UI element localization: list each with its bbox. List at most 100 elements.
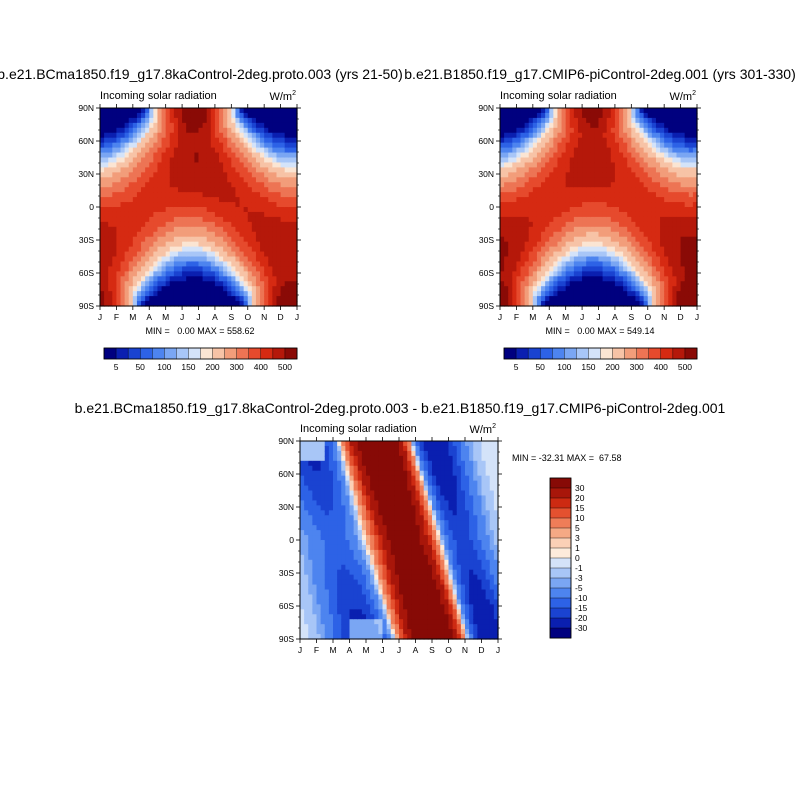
contour-cell xyxy=(582,182,587,188)
contour-cell xyxy=(312,554,318,561)
contour-cell xyxy=(639,177,645,183)
contour-cell xyxy=(202,266,208,272)
contour-cell xyxy=(590,226,595,233)
contour-cell xyxy=(235,301,241,307)
contour-cell xyxy=(582,172,587,178)
contour-cell xyxy=(569,231,575,238)
contour-cell xyxy=(324,520,330,526)
contour-cell xyxy=(202,127,208,134)
contour-cell xyxy=(112,177,118,183)
contour-cell xyxy=(219,216,224,223)
contour-cell xyxy=(308,500,313,506)
contour-cell xyxy=(284,147,290,154)
contour-cell xyxy=(316,634,322,640)
contour-cell xyxy=(104,177,109,183)
contour-cell xyxy=(264,117,269,124)
contour-cell xyxy=(210,271,216,277)
contour-cell xyxy=(549,127,554,134)
contour-cell xyxy=(692,157,698,164)
contour-cell xyxy=(264,221,269,228)
contour-cell xyxy=(536,162,542,168)
contour-cell xyxy=(508,127,513,134)
contour-cell xyxy=(565,286,571,292)
contour-cell xyxy=(569,251,575,258)
contour-cell xyxy=(341,441,346,447)
contour-cell xyxy=(553,236,559,243)
contour-cell xyxy=(108,301,113,307)
contour-cell xyxy=(594,211,600,218)
contour-cell xyxy=(243,157,249,164)
contour-cell xyxy=(173,187,179,193)
contour-cell xyxy=(284,276,290,282)
x-tick-label: J xyxy=(695,312,699,322)
contour-cell xyxy=(545,197,550,203)
contour-cell xyxy=(255,197,261,203)
contour-cell xyxy=(292,162,298,168)
contour-cell xyxy=(157,122,163,129)
contour-cell xyxy=(520,226,526,233)
contour-cell xyxy=(247,108,253,114)
contour-cell xyxy=(173,261,179,267)
contour-cell xyxy=(532,157,538,164)
contour-cell xyxy=(635,236,641,243)
contour-cell xyxy=(116,256,122,263)
contour-cell xyxy=(655,266,661,272)
contour-cell xyxy=(374,475,379,482)
panel-8ka-title: b.e21.BCma1850.f19_g17.8kaControl-2deg.p… xyxy=(0,66,403,82)
contour-cell xyxy=(643,187,649,193)
contour-cell xyxy=(328,574,334,581)
contour-cell xyxy=(688,202,694,208)
contour-cell xyxy=(614,226,620,233)
contour-cell xyxy=(243,281,249,287)
contour-cell xyxy=(165,162,171,168)
contour-cell xyxy=(590,251,595,258)
contour-cell xyxy=(655,231,661,238)
contour-cell xyxy=(378,579,384,586)
contour-cell xyxy=(668,192,673,198)
contour-cell xyxy=(606,296,612,302)
contour-cell xyxy=(206,216,212,223)
contour-cell xyxy=(688,122,694,129)
contour-cell xyxy=(610,112,616,119)
contour-cell xyxy=(664,296,669,302)
contour-cell xyxy=(280,197,286,203)
contour-cell xyxy=(108,187,113,193)
contour-cell xyxy=(186,256,191,263)
contour-cell xyxy=(524,281,530,287)
x-tick-label: F xyxy=(514,312,519,322)
contour-cell xyxy=(235,122,241,129)
contour-cell xyxy=(284,256,290,263)
units-superscript: 2 xyxy=(492,423,496,430)
contour-cell xyxy=(378,619,384,625)
contour-cell xyxy=(264,177,269,183)
contour-cell xyxy=(680,276,686,282)
contour-cell xyxy=(153,301,159,307)
contour-cell xyxy=(569,241,575,248)
contour-cell xyxy=(349,465,355,472)
contour-cell xyxy=(272,281,278,287)
contour-cell xyxy=(231,122,237,129)
contour-cell xyxy=(124,152,130,159)
contour-cell xyxy=(276,187,282,193)
contour-cell xyxy=(643,236,649,243)
contour-cell xyxy=(161,246,167,253)
contour-cell xyxy=(664,108,669,114)
contour-cell xyxy=(606,177,612,183)
contour-cell xyxy=(647,221,653,228)
contour-cell xyxy=(190,187,195,193)
contour-cell xyxy=(198,286,204,292)
contour-cell xyxy=(528,281,534,287)
contour-cell xyxy=(100,162,105,168)
contour-cell xyxy=(619,226,624,233)
contour-cell xyxy=(370,569,375,576)
contour-cell xyxy=(284,162,290,168)
contour-cell xyxy=(386,634,392,640)
contour-cell xyxy=(292,266,298,272)
contour-cell xyxy=(141,221,146,228)
contour-cell xyxy=(504,122,509,129)
contour-cell xyxy=(676,142,682,149)
contour-cell xyxy=(610,236,616,243)
contour-cell xyxy=(251,271,257,277)
contour-cell xyxy=(692,246,698,253)
contour-cell xyxy=(251,187,257,193)
